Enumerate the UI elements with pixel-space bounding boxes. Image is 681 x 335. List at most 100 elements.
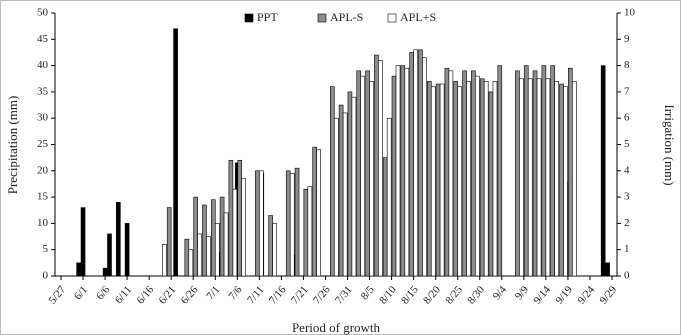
bar [365,70,370,277]
bar [184,238,190,277]
bar [605,262,610,277]
y2-tick-label: 4 [624,164,630,176]
bar [289,173,295,277]
y-tick-label: 40 [37,59,49,71]
bar [386,117,392,277]
bar [413,49,418,277]
bar [418,49,423,277]
y-tick-label: 30 [37,112,49,124]
y2-tick-label: 8 [624,59,630,71]
bar [426,81,432,277]
bar [541,65,547,277]
bar [466,81,471,277]
bar [76,262,81,277]
y2-tick-label: 3 [624,191,630,203]
y2-tick-label: 5 [624,138,630,150]
y-tick-label: 20 [37,164,49,176]
bar [259,170,264,277]
legend-label: APL+S [400,10,436,24]
bar [329,86,335,277]
y2-tick-label: 9 [624,33,630,45]
y2-tick-label: 6 [624,112,630,124]
bar [237,159,243,277]
bar [80,207,86,277]
bar [162,244,167,277]
bar [202,204,207,277]
bar [232,188,238,277]
bar [453,81,459,277]
bar [483,81,489,277]
y2-axis-title: Irrigation (mm) [662,104,677,185]
bar [471,70,476,277]
bar [457,86,463,277]
bar [519,78,524,277]
bar [303,188,309,277]
bar [475,75,480,277]
bar [347,91,353,277]
bar [536,78,542,277]
bar [488,91,494,277]
bar [395,65,401,277]
bar [255,170,260,277]
legend-swatch [244,13,254,23]
bar [515,70,520,277]
bar [448,70,454,277]
bar [193,196,198,277]
bar [316,149,321,277]
bar [382,157,388,277]
bar [285,170,291,277]
bar [374,54,379,277]
bar [568,67,573,277]
y-tick-label: 45 [37,33,49,45]
bar [116,202,121,277]
bar [188,249,194,277]
bar [572,81,577,277]
bar [173,28,178,277]
bar [166,207,172,277]
y2-tick-label: 2 [624,217,630,229]
bar [527,78,533,277]
bar [294,167,300,277]
y-axis-title: Precipitation (mm) [5,96,20,195]
bar [462,70,467,277]
bar [400,65,406,277]
y2-tick-label: 0 [624,270,630,282]
bar [532,70,538,277]
y-tick-label: 5 [43,243,49,255]
bar [378,60,383,277]
bar [439,83,445,277]
bar [356,70,362,277]
bar [228,159,234,277]
bar [124,223,130,277]
bar [435,83,441,277]
bar [107,233,112,277]
bar [102,267,108,277]
bar [444,67,450,277]
bar [430,86,436,277]
bar [214,223,220,277]
bar [312,146,317,277]
bar [479,78,485,277]
bar [563,86,568,277]
bar [600,65,606,277]
bar [545,78,551,277]
y-tick-label: 10 [37,217,49,229]
bar [338,104,344,277]
x-axis-title: Period of growth [292,320,381,335]
bar [351,96,357,277]
bar [272,223,277,277]
bar [404,67,410,277]
bar [492,81,498,277]
bar [342,112,348,277]
y-tick-label: 50 [37,7,49,19]
y-tick-label: 25 [37,138,49,150]
y-tick-label: 35 [37,85,49,97]
legend-swatch [387,13,397,23]
bar [523,65,529,277]
legend-swatch [317,13,327,23]
bar [333,117,339,277]
bar [550,65,555,277]
bar [197,233,202,277]
bar [268,215,273,277]
